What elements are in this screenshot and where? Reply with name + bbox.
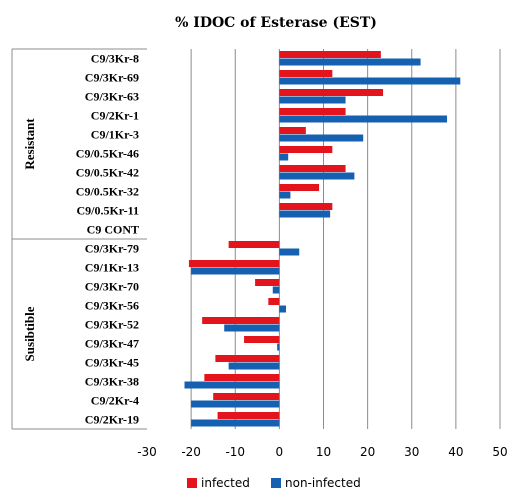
bar-non-infected-14 (224, 324, 280, 332)
bars (184, 51, 461, 427)
category-label: C9/0.5Kr-32 (76, 185, 139, 199)
category-label: C9/3Kr-8 (91, 52, 139, 66)
x-tick-label: 50 (492, 445, 507, 459)
x-tick-label: 30 (404, 445, 419, 459)
bar-non-infected-8 (279, 210, 331, 218)
bar-non-infected-19 (191, 419, 280, 427)
category-label: C9/3Kr-38 (85, 375, 139, 389)
x-tick-labels: -30 -20 -10 0 10 20 30 40 50 (137, 445, 507, 459)
category-label: C9/0.5Kr-46 (76, 147, 139, 161)
category-label: C9/3Kr-56 (85, 299, 139, 313)
legend-label-infected: infected (201, 476, 250, 490)
bar-non-infected-5 (279, 153, 289, 161)
bar-infected-1 (279, 70, 333, 77)
bar-non-infected-17 (184, 381, 280, 389)
x-tick-label: 20 (360, 445, 375, 459)
bar-infected-7 (279, 184, 320, 191)
bar-infected-13 (268, 298, 280, 305)
bar-non-infected-13 (279, 305, 286, 313)
group-labels: Resistant Susibtible (22, 118, 37, 362)
bar-infected-17 (204, 374, 280, 381)
category-label: C9/0.5Kr-42 (76, 166, 139, 180)
bar-non-infected-2 (279, 96, 346, 104)
bar-infected-11 (188, 260, 280, 267)
legend-swatch-non-infected (271, 478, 281, 488)
x-tick-label: 40 (448, 445, 463, 459)
category-label: C9 CONT (87, 223, 139, 237)
bar-infected-5 (279, 146, 333, 153)
category-label: C9/2Kr-4 (91, 394, 139, 408)
bar-non-infected-4 (279, 134, 364, 142)
x-tick-label: 10 (316, 445, 331, 459)
bar-infected-2 (279, 89, 384, 96)
bar-non-infected-11 (191, 267, 280, 275)
bar-non-infected-6 (279, 172, 355, 180)
legend-swatch-infected (187, 478, 197, 488)
category-label: C9/3Kr-63 (85, 90, 139, 104)
category-label: C9/3Kr-70 (85, 280, 139, 294)
bar-non-infected-15 (277, 343, 280, 351)
bar-non-infected-12 (272, 286, 280, 294)
category-label: C9/2Kr-19 (85, 413, 139, 427)
bar-infected-15 (244, 336, 280, 343)
category-label: C9/1Kr-3 (91, 128, 139, 142)
bar-non-infected-18 (191, 400, 280, 408)
category-label: C9/3Kr-79 (85, 242, 139, 256)
bar-infected-10 (228, 241, 280, 248)
x-tick-label: -20 (181, 445, 201, 459)
category-label: C9/3Kr-52 (85, 318, 139, 332)
bar-infected-8 (279, 203, 333, 210)
bar-infected-16 (215, 355, 280, 362)
gridlines (11, 48, 501, 430)
bar-infected-0 (279, 51, 381, 58)
bar-infected-4 (279, 127, 306, 134)
bar-non-infected-0 (279, 58, 421, 66)
category-labels: C9/3Kr-8 C9/3Kr-69 C9/3Kr-63 C9/2Kr-1 C9/1Kr… (76, 52, 139, 427)
category-label: C9/3Kr-45 (85, 356, 139, 370)
x-tick-label: -30 (137, 445, 157, 459)
bar-infected-14 (202, 317, 280, 324)
bar-non-infected-7 (279, 191, 291, 199)
legend-label-non-infected: non-infected (285, 476, 361, 490)
category-label: C9/1Kr-13 (85, 261, 139, 275)
bar-non-infected-3 (279, 115, 448, 123)
bar-infected-12 (255, 279, 280, 286)
group-label: Resistant (22, 118, 37, 170)
x-tick-label: -10 (225, 445, 245, 459)
chart-title: % IDOC of Esterase (EST) (175, 15, 377, 31)
category-label: C9/2Kr-1 (91, 109, 139, 123)
bar-infected-6 (279, 165, 346, 172)
bar-non-infected-16 (228, 362, 280, 370)
x-tick-label: 0 (276, 445, 284, 459)
bar-infected-18 (213, 393, 280, 400)
bar-non-infected-10 (279, 248, 300, 256)
bar-infected-3 (279, 108, 346, 115)
category-label: C9/3Kr-69 (85, 71, 139, 85)
group-label: Susibtible (22, 306, 37, 361)
bar-non-infected-1 (279, 77, 461, 85)
bar-infected-19 (217, 412, 280, 419)
legend: infected non-infected (187, 476, 361, 490)
category-label: C9/3Kr-47 (85, 337, 139, 351)
category-label: C9/0.5Kr-11 (76, 204, 139, 218)
